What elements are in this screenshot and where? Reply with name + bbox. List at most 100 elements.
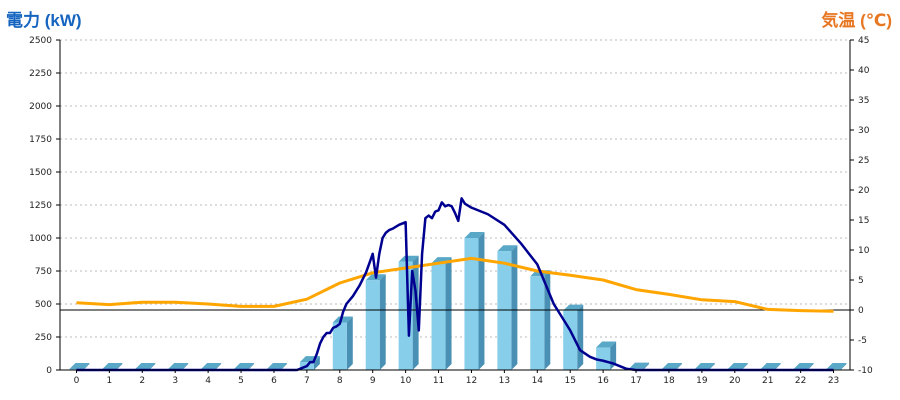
bar-side [116,363,123,370]
bar-top [234,363,255,369]
bar-top [69,363,90,369]
x-tick-labels: 0 1 2 3 4 5 6 7 8 9 10 11 12 13 14 15 16 17 18 19 20 21 22 23 [74,376,840,386]
bar-side [248,363,255,370]
left-tick-label: 750 [35,267,52,277]
x-tick-label: 20 [729,376,741,386]
right-tick-label: -10 [858,366,873,376]
left-tick-label: 500 [35,300,52,310]
left-tick-label: 2000 [29,102,52,112]
x-tick-label: 10 [400,376,412,386]
x-tick-label: 2 [139,376,145,386]
bar-side [840,363,847,370]
bar-side [675,363,682,370]
bar [365,280,380,370]
bar-top [398,255,419,262]
right-tick-label: 45 [858,36,869,46]
left-tick-label: 250 [35,333,52,343]
temperature-line [76,256,834,313]
left-tick-label: 2500 [29,36,52,46]
x-tick-label: 23 [828,376,839,386]
bar-top [497,245,518,252]
right-tick-label: 30 [858,126,870,136]
bar-side [379,274,386,370]
x-tick-label: 7 [304,376,310,386]
right-tick-label: 20 [858,186,870,196]
left-tick-label: 2250 [29,69,52,79]
axes [56,39,854,373]
bar-side [774,363,781,370]
right-tick-labels: -10 -5 0 5 10 15 20 25 30 35 40 45 [858,36,873,376]
power-series [76,197,834,372]
bar [464,238,479,370]
x-tick-label: 4 [205,376,211,386]
bar-side [445,257,452,370]
right-axis-title: 気温 (℃) [821,11,892,30]
power-line [76,197,834,372]
right-tick-label: -5 [858,336,867,346]
right-tick-label: 15 [858,216,869,226]
x-tick-label: 18 [663,376,675,386]
bar-side [346,316,353,370]
right-tick-label: 40 [858,66,870,76]
right-tick-label: 10 [858,246,870,256]
right-tick-label: 25 [858,156,869,166]
bar-top [168,363,189,369]
x-tick-label: 19 [696,376,708,386]
bar-side [708,363,715,370]
bar-top [266,363,287,369]
x-tick-label: 9 [370,376,376,386]
bar-side [643,362,650,370]
left-tick-label: 1250 [29,201,52,211]
x-tick-label: 1 [107,376,113,386]
bar-side [182,363,189,370]
bar-side [741,363,748,370]
x-tick-label: 3 [172,376,178,386]
bar-top [793,363,814,369]
bar-side [807,363,814,370]
left-axis-title: 電力 (kW) [6,11,82,30]
x-tick-label: 14 [532,376,544,386]
bar [431,263,446,370]
left-tick-label: 1000 [29,234,52,244]
x-tick-label: 6 [271,376,277,386]
x-tick-label: 21 [762,376,773,386]
bar-side [215,363,222,370]
bar-top [694,363,715,369]
x-tick-label: 12 [466,376,477,386]
x-tick-label: 13 [499,376,510,386]
x-tick-label: 5 [238,376,244,386]
bar-top [135,363,156,369]
bar-top [826,363,847,369]
bar-top [201,363,222,369]
left-tick-label: 0 [46,366,52,376]
bar-top [332,316,353,323]
temperature-series [76,256,834,313]
bar-side [280,363,287,370]
bar [497,251,512,370]
right-tick-label: 0 [858,306,864,316]
bar-top [563,304,584,311]
right-tick-label: 5 [858,276,864,286]
left-tick-labels: 0 250 500 750 1000 1250 1500 1750 2000 2250 2500 [29,36,52,376]
bar-side [83,363,90,370]
bar-side [577,304,584,370]
x-tick-label: 11 [433,376,444,386]
bar-top [464,232,485,238]
bar-side [478,232,485,370]
left-tick-label: 1500 [29,168,52,178]
bar-top [596,341,617,348]
bar-top [102,363,123,369]
bar-side [511,245,518,370]
bar-side [313,356,320,370]
right-tick-label: 35 [858,96,869,106]
bar [596,347,611,370]
bar [332,322,347,370]
bar-top [629,362,650,369]
bar [398,261,413,370]
bar [530,276,545,370]
x-tick-label: 8 [337,376,343,386]
bar-top [661,363,682,369]
x-tick-label: 15 [564,376,575,386]
power-bars [69,232,847,370]
